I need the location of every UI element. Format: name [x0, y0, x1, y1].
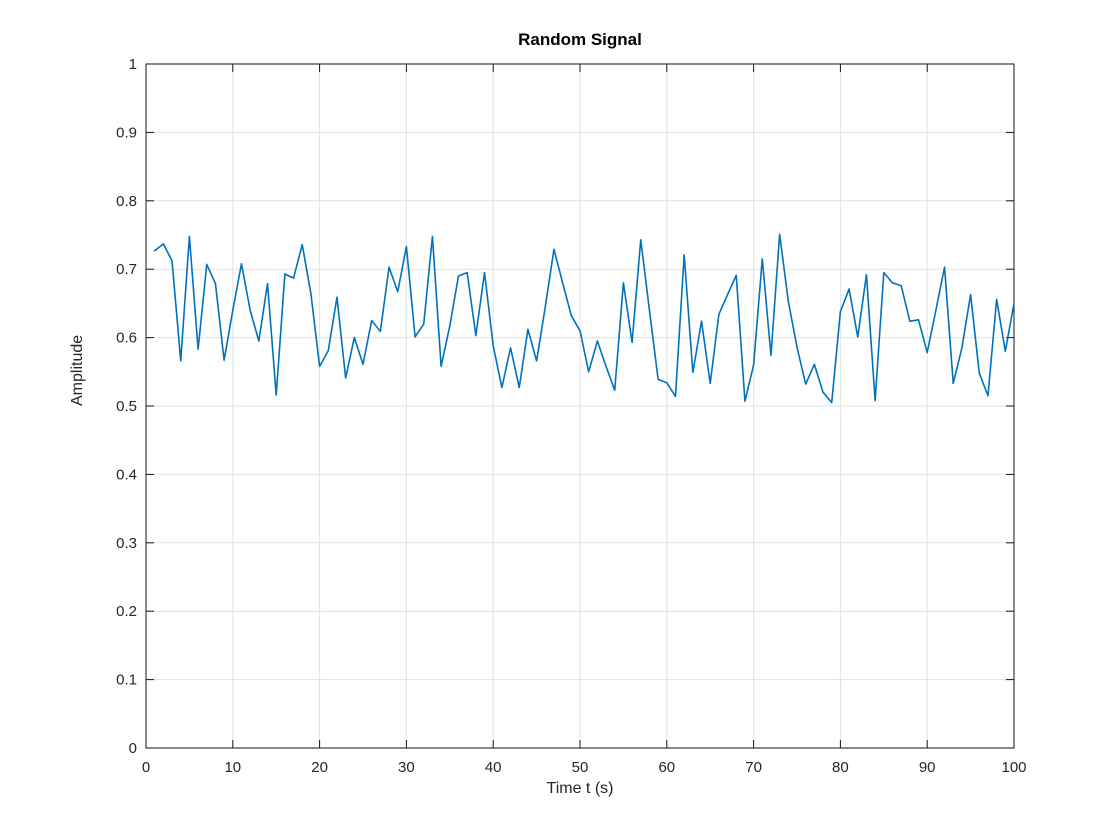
- x-tick-label: 70: [745, 759, 762, 776]
- x-tick-label: 20: [311, 759, 328, 776]
- x-tick-label: 90: [919, 759, 936, 776]
- x-tick-label: 80: [832, 759, 849, 776]
- y-tick-label: 0.5: [116, 398, 137, 415]
- grid-lines: [146, 64, 1014, 748]
- x-tick-label: 60: [658, 759, 675, 776]
- series-random-signal: [153, 233, 1015, 404]
- x-axis-label: Time t (s): [546, 780, 614, 797]
- x-tick-label: 0: [142, 759, 150, 776]
- y-tick-label: 0.6: [116, 330, 137, 347]
- y-tick-label: 0: [129, 740, 137, 757]
- x-tick-label: 10: [224, 759, 241, 776]
- y-tick-label: 0.3: [116, 535, 137, 552]
- y-tick-label: 0.9: [116, 124, 137, 141]
- y-tick-label: 0.2: [116, 603, 137, 620]
- x-tick-label: 40: [485, 759, 502, 776]
- x-tick-label: 30: [398, 759, 415, 776]
- tick-labels: 0 10 20 30 40 50 60 70 80 90 100 0 0.1 0.2 0.3 0.4 0.5 0.…: [116, 56, 1026, 776]
- chart-title: Random Signal: [518, 30, 642, 49]
- axes-box: [145, 63, 1015, 749]
- signal-line: [153, 233, 1015, 404]
- y-tick-label: 0.7: [116, 261, 137, 278]
- y-tick-label: 0.1: [116, 672, 137, 689]
- y-tick-label: 0.4: [116, 466, 137, 483]
- x-tick-label: 50: [572, 759, 589, 776]
- x-tick-label: 100: [1001, 759, 1026, 776]
- y-tick-label: 1: [129, 56, 137, 73]
- y-tick-label: 0.8: [116, 193, 137, 210]
